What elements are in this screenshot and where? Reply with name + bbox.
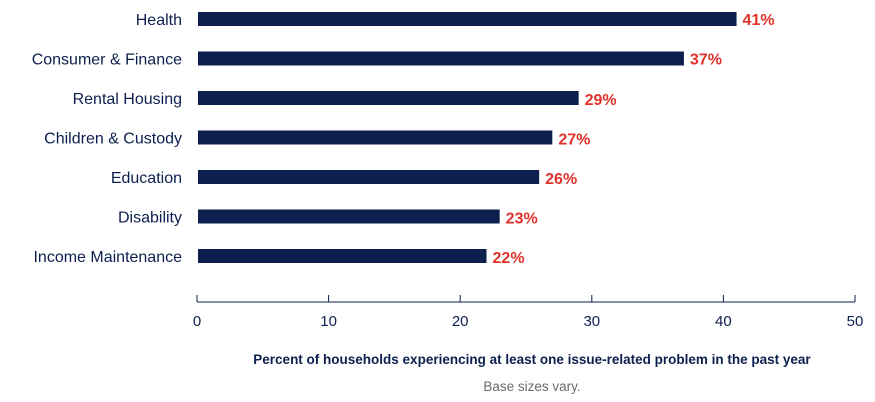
value-label: 22% [493, 250, 525, 267]
x-tick-label: 0 [193, 313, 201, 330]
x-tick-label: 10 [320, 313, 337, 330]
bar-row-education: Education 26% [111, 170, 577, 188]
value-label: 23% [506, 211, 538, 228]
category-label: Children & Custody [44, 131, 182, 148]
x-axis: 0 10 20 30 40 50 [193, 295, 864, 330]
value-label: 37% [690, 52, 722, 69]
value-label: 29% [585, 92, 617, 109]
base-size-note: Base sizes vary. [483, 379, 580, 394]
x-tick-label: 50 [847, 313, 864, 330]
bar [198, 91, 579, 105]
bar-row-disability: Disability 23% [118, 210, 538, 228]
bar-row-rental-housing: Rental Housing 29% [73, 91, 617, 109]
bar [198, 210, 500, 224]
bar-row-health: Health 41% [136, 12, 775, 29]
bar [198, 131, 552, 145]
category-label: Disability [118, 210, 182, 227]
category-label: Income Maintenance [33, 249, 182, 266]
category-label: Education [111, 170, 182, 187]
bar [198, 170, 539, 184]
bars-group: Health 41% Consumer & Finance 37% Rental Hou… [32, 12, 775, 267]
category-label: Consumer & Finance [32, 52, 182, 69]
bar [198, 12, 737, 26]
bar-row-income-maintenance: Income Maintenance 22% [33, 249, 524, 267]
value-label: 41% [743, 12, 775, 29]
bar [198, 249, 487, 263]
bar-row-consumer-finance: Consumer & Finance 37% [32, 52, 722, 69]
category-label: Rental Housing [73, 91, 182, 108]
x-tick-label: 40 [715, 313, 732, 330]
value-label: 26% [545, 171, 577, 188]
value-label: 27% [558, 132, 590, 149]
bar [198, 52, 684, 66]
x-axis-title: Percent of households experiencing at le… [253, 352, 811, 367]
x-tick-label: 20 [452, 313, 469, 330]
bar-row-children-custody: Children & Custody 27% [44, 131, 590, 149]
x-tick-label: 30 [583, 313, 600, 330]
category-label: Health [136, 12, 182, 29]
